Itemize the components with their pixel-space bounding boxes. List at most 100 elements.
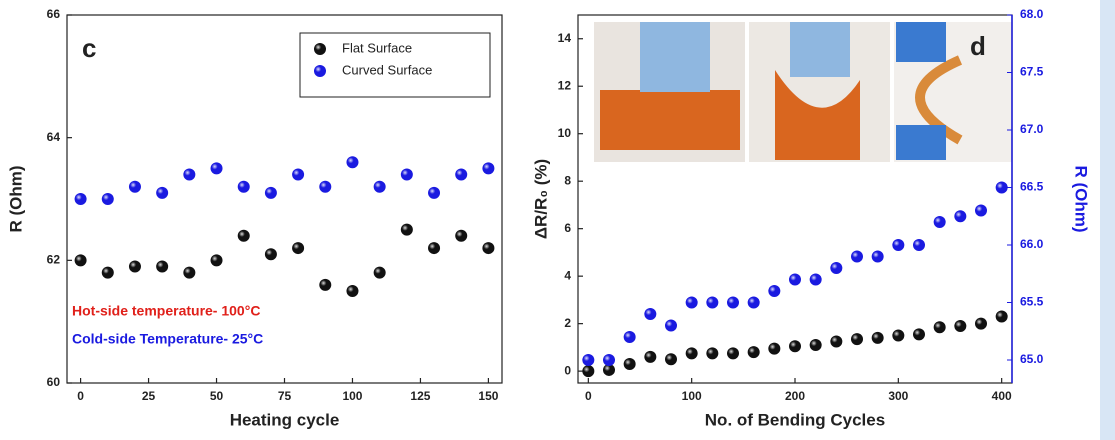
point [237, 229, 250, 242]
point [482, 162, 495, 175]
x-tick-label: 0 [77, 389, 84, 403]
point-shine [685, 347, 698, 360]
y-tick-label: 12 [558, 78, 572, 92]
point-shine [623, 331, 636, 343]
point [892, 239, 905, 251]
inset-photos [594, 22, 1012, 162]
point-shine [871, 250, 884, 263]
point-shine [706, 347, 719, 360]
point-shine [644, 350, 657, 363]
point-shine [954, 210, 967, 223]
point-shine [768, 342, 781, 355]
y2-tick-label: 67.5 [1020, 65, 1044, 79]
point-shine [871, 331, 884, 344]
point-shine [264, 186, 277, 199]
point [809, 339, 822, 352]
point-shine [995, 310, 1008, 323]
point-shine [913, 239, 925, 251]
point-shine [603, 363, 615, 376]
photo-glove [896, 125, 946, 160]
point [623, 358, 636, 371]
point [665, 353, 677, 366]
point-shine [101, 193, 114, 205]
point-shine [747, 296, 760, 309]
x-axis-title: No. of Bending Cycles [705, 410, 885, 429]
point-shine [851, 250, 863, 263]
point-shine [747, 346, 760, 359]
point [264, 248, 277, 261]
photo-glove [640, 22, 710, 92]
point [74, 193, 87, 205]
point-shine [428, 186, 441, 199]
x-tick-label: 200 [785, 389, 805, 403]
photo-glove [790, 22, 850, 77]
point [101, 193, 114, 205]
point [747, 346, 760, 359]
point-shine [346, 156, 359, 169]
point-shine [455, 229, 468, 242]
x-tick-label: 100 [342, 389, 362, 403]
point-shine [603, 354, 615, 366]
point-shine [128, 180, 141, 193]
point-shine [892, 239, 905, 251]
point [183, 168, 196, 181]
y-tick-label: 4 [564, 268, 571, 282]
point [747, 296, 760, 309]
point [428, 186, 441, 199]
point [644, 308, 657, 320]
point [871, 250, 884, 263]
y2-tick-label: 67.0 [1020, 122, 1044, 136]
point [74, 254, 87, 267]
point [706, 347, 719, 360]
point-shine [582, 365, 595, 378]
photo-film [600, 90, 740, 150]
point-shine [400, 168, 413, 181]
point-shine [582, 354, 595, 366]
point-shine [727, 296, 739, 309]
point [665, 319, 677, 332]
point-shine [319, 180, 332, 193]
point-shine [346, 285, 359, 297]
y-tick-label: 0 [564, 363, 571, 377]
point [314, 65, 326, 77]
point-shine [830, 262, 843, 274]
point [156, 186, 169, 199]
point-shine [183, 168, 196, 181]
point [644, 350, 657, 363]
point [156, 260, 169, 273]
point [582, 354, 595, 366]
point [400, 168, 413, 181]
point [101, 266, 114, 279]
point-shine [319, 278, 332, 291]
y2-tick-label: 68.0 [1020, 7, 1044, 21]
point [685, 296, 698, 309]
point [346, 156, 359, 169]
point [319, 278, 332, 291]
point [428, 242, 441, 255]
point-shine [830, 335, 843, 348]
point-shine [428, 242, 441, 255]
legend-label: Flat Surface [342, 40, 412, 55]
photo-glove [896, 22, 946, 62]
annotation: c [82, 33, 96, 63]
point [373, 180, 386, 193]
point-shine [665, 319, 677, 332]
y-axis-title: R (Ohm) [6, 165, 25, 232]
y-tick-label: 10 [558, 126, 572, 140]
point [871, 331, 884, 344]
point [264, 186, 277, 199]
point-shine [183, 266, 196, 279]
point-shine [644, 308, 657, 320]
point [789, 340, 801, 353]
point [319, 180, 332, 193]
point-shine [789, 340, 801, 353]
y2-axis-title: R (Ohm) [1072, 165, 1091, 232]
point [482, 242, 495, 255]
point-shine [933, 321, 946, 334]
point [128, 180, 141, 193]
point-shine [789, 273, 801, 286]
y2-tick-label: 65.5 [1020, 295, 1044, 309]
point-shine [292, 168, 305, 181]
point [933, 216, 946, 228]
